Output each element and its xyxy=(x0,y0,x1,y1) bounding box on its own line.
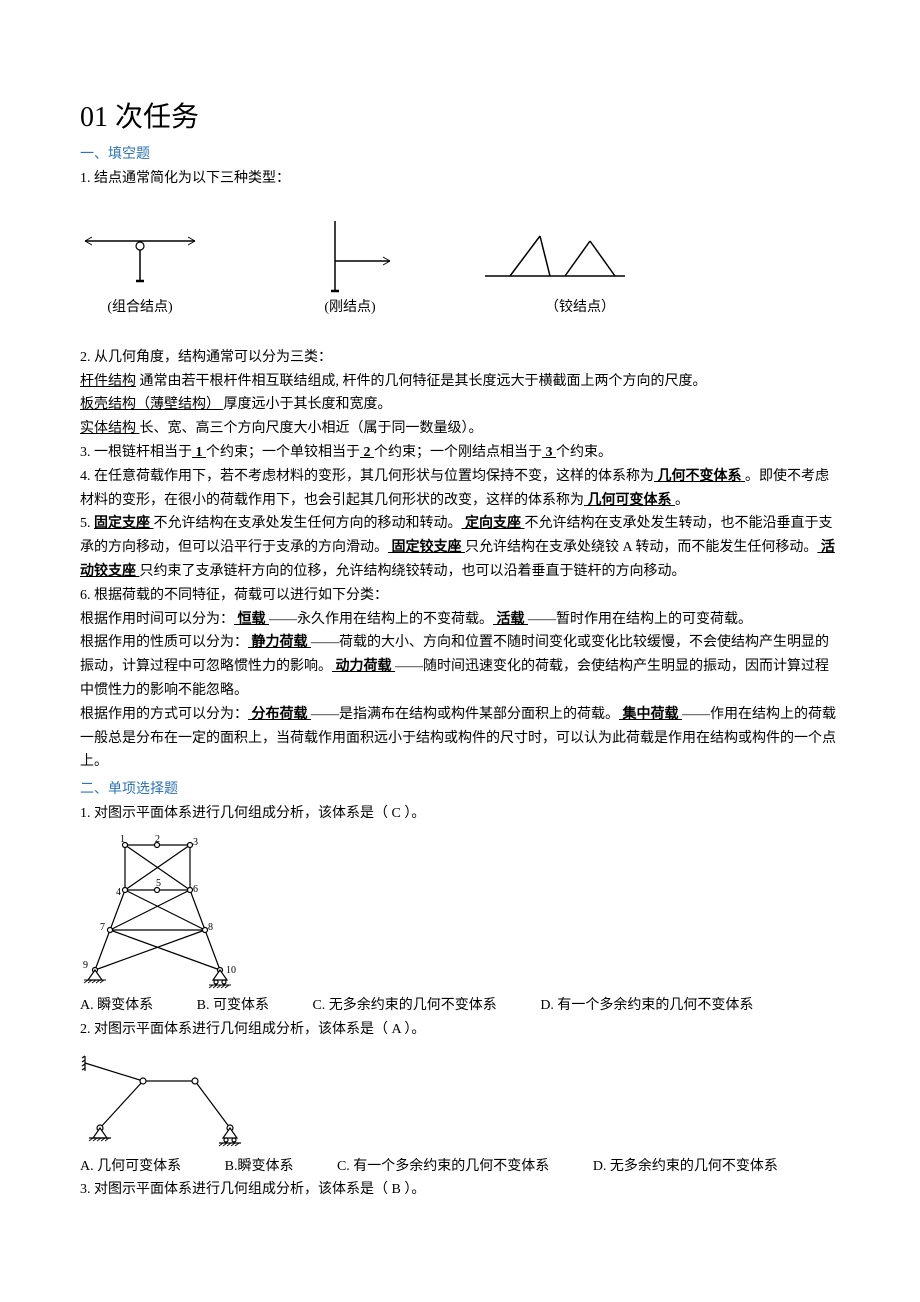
mc-q3: 3. 对图示平面体系进行几何组成分析，该体系是（ B ）。 xyxy=(80,1178,840,1202)
q6-g: 根据作用的性质可以分为： xyxy=(80,635,248,650)
q2-text2: 厚度远小于其长度和宽度。 xyxy=(224,397,392,412)
q3-c: 个约束；一个单铰相当于 xyxy=(206,445,360,460)
q1-intro: 1. 结点通常简化为以下三种类型： xyxy=(80,167,840,191)
q6-blank4: 动力荷载 xyxy=(332,659,395,674)
q5-a: 5. xyxy=(80,516,94,531)
q2-opt-c: C. 有一个多余约束的几何不变体系 xyxy=(337,1155,549,1179)
q2-ans1: 杆件结构 xyxy=(80,374,136,389)
q3-blank2: 2 xyxy=(360,445,374,460)
figure-3-label: （铰结点） xyxy=(545,296,615,316)
mc-q1-figure: 1 2 3 4 5 6 7 8 9 10 xyxy=(80,830,840,990)
node-label-10: 10 xyxy=(226,965,236,976)
q6-d: ——永久作用在结构上的不变荷载。 xyxy=(269,612,493,627)
q5-blank3: 固定铰支座 xyxy=(388,540,465,555)
q6-b: 根据作用时间可以分为： xyxy=(80,612,234,627)
q1-opt-b: B. 可变体系 xyxy=(197,994,269,1018)
q1-opt-a: A. 瞬变体系 xyxy=(80,994,153,1018)
node-label-8: 8 xyxy=(208,922,213,933)
q3-blank1: 1 xyxy=(192,445,206,460)
q4-blank1: 几何不变体系 xyxy=(654,469,745,484)
q6-n: ——是指满布在结构或构件某部分面积上的荷载。 xyxy=(311,707,619,722)
q6-blank3: 静力荷载 xyxy=(248,635,311,650)
q2-text3: 长、宽、高三个方向尺度大小相近（属于同一数量级）。 xyxy=(140,421,483,436)
mc-q2-figure xyxy=(80,1046,840,1151)
q6-intro: 6. 根据荷载的不同特征，荷载可以进行如下分类： xyxy=(80,584,840,608)
node-label-9: 9 xyxy=(83,960,88,971)
q5-blank2: 定向支座 xyxy=(462,516,525,531)
figure-3: （铰结点） xyxy=(480,216,630,316)
q5-i: 只约束了支承链杆方向的位移，允许结构绕铰转动，也可以沿着垂直于链杆的方向移动。 xyxy=(140,564,686,579)
q6-l: 根据作用的方式可以分为： xyxy=(80,707,248,722)
section-2-heading: 二、单项选择题 xyxy=(80,778,840,798)
q6-blank5: 分布荷载 xyxy=(248,707,311,722)
q5-g: 只允许结构在支承处绕铰 A 转动，而不能发生任何移动。 xyxy=(465,540,817,555)
q1-opt-c: C. 无多余约束的几何不变体系 xyxy=(312,994,496,1018)
q2-text1: 通常由若干根杆件相互联结组成, 杆件的几何特征是其长度远大于横截面上两个方向的尺… xyxy=(136,374,707,389)
node-label-4: 4 xyxy=(116,887,121,898)
q5-blank1: 固定支座 xyxy=(94,516,154,531)
q5-c: 不允许结构在支承处发生任何方向的移动和转动。 xyxy=(154,516,462,531)
node-label-3: 3 xyxy=(193,837,198,848)
document-page: 01 次任务 一、填空题 1. 结点通常简化为以下三种类型： (组合结点) xyxy=(0,0,920,1302)
figure-1-label: (组合结点) xyxy=(107,296,172,316)
q6-blank2: 活载 xyxy=(493,612,528,627)
mc-q1: 1. 对图示平面体系进行几何组成分析，该体系是（ C ）。 xyxy=(80,802,840,826)
q4-a: 4. 在任意荷载作用下，若不考虑材料的变形，其几何形状与位置均保持不变，这样的体… xyxy=(80,469,654,484)
composite-node-icon xyxy=(80,221,200,291)
q5: 5. 固定支座 不允许结构在支承处发生任何方向的移动和转动。 定向支座 不允许结… xyxy=(80,512,840,583)
figures-row: (组合结点) (刚结点) xyxy=(80,216,840,316)
hinge-node-icon xyxy=(480,221,630,291)
q6-blank6: 集中荷载 xyxy=(619,707,682,722)
figure-2: (刚结点) xyxy=(290,216,410,316)
node-label-6: 6 xyxy=(193,884,198,895)
section-1-heading: 一、填空题 xyxy=(80,143,840,163)
q6-nature: 根据作用的性质可以分为： 静力荷载 ——荷载的大小、方向和位置不随时间变化或变化… xyxy=(80,631,840,702)
q2-intro: 2. 从几何角度，结构通常可以分为三类： xyxy=(80,346,840,370)
q2-line3: 实体结构 长、宽、高三个方向尺度大小相近（属于同一数量级）。 xyxy=(80,417,840,441)
q6-blank1: 恒载 xyxy=(234,612,269,627)
q3-blank3: 3 xyxy=(542,445,556,460)
node-label-1: 1 xyxy=(120,834,125,845)
q4-e: 。 xyxy=(675,493,689,508)
q2-ans3: 实体结构 xyxy=(80,421,140,436)
rigid-node-icon xyxy=(300,216,400,296)
q4: 4. 在任意荷载作用下，若不考虑材料的变形，其几何形状与位置均保持不变，这样的体… xyxy=(80,465,840,513)
q1-opt-d: D. 有一个多余约束的几何不变体系 xyxy=(540,994,753,1018)
q2-ans2: 板壳结构（薄壁结构） xyxy=(80,397,224,412)
q4-blank2: 几何可变体系 xyxy=(584,493,675,508)
page-title: 01 次任务 xyxy=(80,95,840,135)
q2-opt-b: B.瞬变体系 xyxy=(225,1155,294,1179)
figure-2-label: (刚结点) xyxy=(324,296,375,316)
q6-mode: 根据作用的方式可以分为： 分布荷载 ——是指满布在结构或构件某部分面积上的荷载。… xyxy=(80,703,840,774)
q2-line1: 杆件结构 通常由若干根杆件相互联结组成, 杆件的几何特征是其长度远大于横截面上两… xyxy=(80,370,840,394)
q6-time: 根据作用时间可以分为： 恒载 ——永久作用在结构上的不变荷载。 活载 ——暂时作… xyxy=(80,608,840,632)
figure-1: (组合结点) xyxy=(80,216,200,316)
q3-g: 个约束。 xyxy=(556,445,612,460)
node-label-7: 7 xyxy=(100,922,105,933)
q6-f: ——暂时作用在结构上的可变荷载。 xyxy=(528,612,752,627)
node-label-2: 2 xyxy=(155,834,160,845)
q3-e: 个约束；一个刚结点相当于 xyxy=(374,445,542,460)
q3: 3. 一根链杆相当于 1 个约束；一个单铰相当于 2 个约束；一个刚结点相当于 … xyxy=(80,441,840,465)
q3-a: 3. 一根链杆相当于 xyxy=(80,445,192,460)
node-label-5: 5 xyxy=(156,878,161,889)
q2-opt-a: A. 几何可变体系 xyxy=(80,1155,181,1179)
mc-q2: 2. 对图示平面体系进行几何组成分析，该体系是（ A ）。 xyxy=(80,1018,840,1042)
q2-line2: 板壳结构（薄壁结构） 厚度远小于其长度和宽度。 xyxy=(80,393,840,417)
mc-q1-options: A. 瞬变体系 B. 可变体系 C. 无多余约束的几何不变体系 D. 有一个多余… xyxy=(80,994,840,1018)
q2-opt-d: D. 无多余约束的几何不变体系 xyxy=(593,1155,778,1179)
mc-q2-options: A. 几何可变体系 B.瞬变体系 C. 有一个多余约束的几何不变体系 D. 无多… xyxy=(80,1155,840,1179)
